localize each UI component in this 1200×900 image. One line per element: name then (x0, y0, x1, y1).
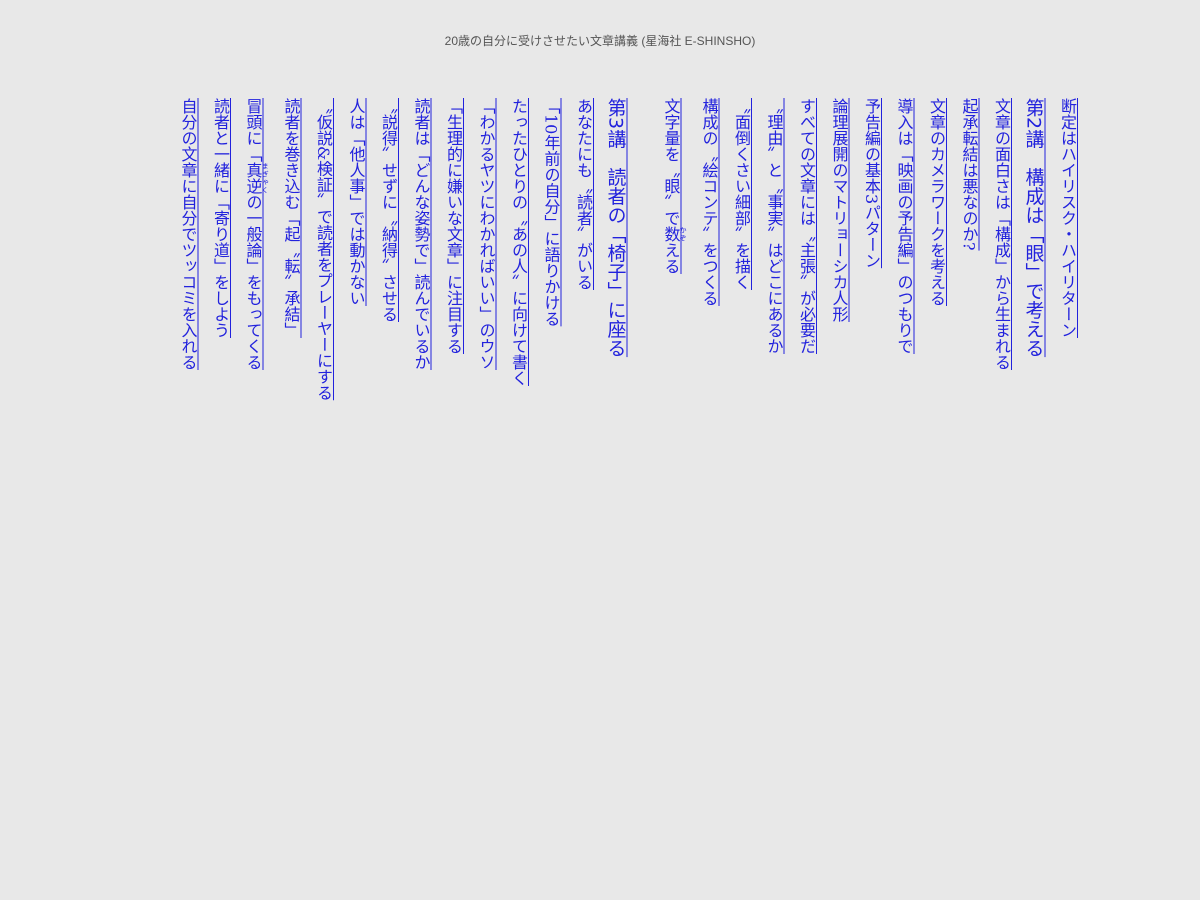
ruby-reading: かぞ (679, 226, 687, 242)
toc-chapter-3-heading[interactable]: 第3講 読者の「椅子」に座る (604, 98, 627, 358)
toc-text: 冒頭に「 (243, 98, 263, 162)
toc-item[interactable]: 「10年前の自分」に語りかける (541, 98, 561, 327)
toc-item[interactable]: 読者と一緒に「寄り道」をしよう (211, 98, 230, 338)
toc-item[interactable]: あなたにも〝読者〟がいる (574, 98, 593, 290)
toc-item[interactable]: 断定はハイリスク・ハイリターン (1058, 98, 1077, 338)
toc-item[interactable]: 構成の〝絵コンテ〟をつくる (699, 98, 719, 306)
table-of-contents: 断定はハイリスク・ハイリターン 第2講 構成は「眼」で考える 文章の面白さは「構… (166, 98, 1078, 858)
ruby-reading: まぎゃく (261, 162, 269, 194)
toc-item[interactable]: 「生理的に嫌いな文章」に注目する (444, 98, 463, 354)
toc-item[interactable]: 自分の文章に自分でツッコミを入れる (178, 98, 198, 370)
ruby-text: 真逆まぎゃく (243, 162, 270, 194)
toc-item[interactable]: 〝面倒くさい細部〟を描く (732, 98, 751, 290)
toc-item[interactable]: 冒頭に「真逆まぎゃくの一般論」をもってくる (242, 98, 270, 858)
toc-item[interactable]: 読者を巻き込む「起〝転〟承結」 (281, 98, 301, 338)
toc-item[interactable]: すべての文章には〝主張〟が必要だ (797, 98, 816, 354)
toc-chapter-2-heading[interactable]: 第2講 構成は「眼」で考える (1022, 98, 1045, 358)
toc-item[interactable]: 読者は「どんな姿勢で」読んでいるか (411, 98, 431, 370)
toc-text: える (661, 242, 681, 274)
toc-item[interactable]: 〝理由〟と〝事実〟はどこにあるか (764, 98, 784, 354)
toc-item[interactable]: 予告編の基本3パターン (862, 98, 881, 269)
toc-item[interactable]: 導入は「映画の予告編」のつもりで (894, 98, 914, 354)
ruby-base: 真逆 (243, 162, 263, 194)
toc-text: 文字量を〝眼〟で (661, 98, 681, 226)
toc-item[interactable]: 起承転結は悪なのか? (959, 98, 979, 251)
toc-item[interactable]: たったひとりの〝あの人〟に向けて書く (509, 98, 528, 386)
toc-item[interactable]: 〝仮説&検証〟で読者をプレーヤーにする (314, 98, 333, 401)
toc-item[interactable]: 〝説得〟せずに〝納得〟させる (379, 98, 398, 322)
toc-item[interactable]: 「わかるヤツにわかればいい」のウソ (476, 98, 496, 370)
toc-item[interactable]: 文章のカメラワークを考える (927, 98, 946, 306)
ruby-text: 数かぞ (661, 226, 688, 242)
toc-item[interactable]: 文字量を〝眼〟で数かぞえる (660, 98, 688, 858)
toc-item[interactable]: 論理展開のマトリョーシカ人形 (829, 98, 849, 322)
ruby-base: 数 (661, 226, 681, 242)
toc-item[interactable]: 人は「他人事」では動かない (346, 98, 366, 306)
toc-item[interactable]: 文章の面白さは「構成」から生まれる (992, 98, 1011, 370)
book-title: 20歳の自分に受けさせたい文章講義 (星海社 E-SHINSHO) (444, 34, 756, 48)
toc-text: の一般論」をもってくる (243, 194, 263, 370)
